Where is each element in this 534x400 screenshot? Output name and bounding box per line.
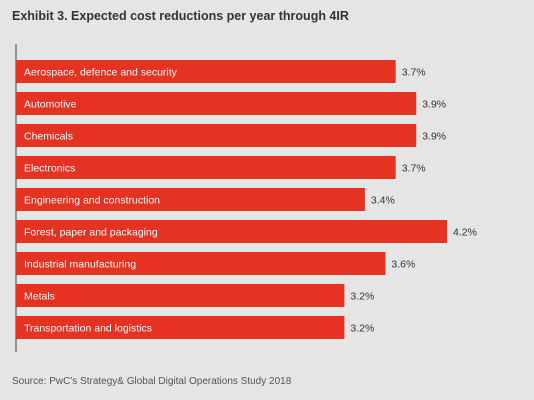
chart-title: Exhibit 3. Expected cost reductions per … — [12, 9, 349, 23]
bar — [16, 316, 345, 339]
value-label: 3.7% — [402, 163, 426, 175]
value-label: 3.9% — [422, 99, 446, 111]
bar — [16, 284, 345, 307]
category-label: Automotive — [24, 99, 77, 111]
bars-group: Aerospace, defence and security 3.7% Autom… — [16, 60, 477, 339]
bar — [16, 252, 386, 275]
value-label: 3.2% — [350, 323, 374, 335]
bar — [16, 188, 365, 211]
bar — [16, 60, 396, 83]
bar — [16, 124, 417, 147]
value-label: 3.9% — [422, 131, 446, 143]
bar — [16, 156, 396, 179]
value-label: 3.4% — [371, 195, 395, 207]
category-label: Metals — [24, 291, 55, 303]
category-label: Industrial manufacturing — [24, 259, 136, 271]
category-label: Forest, paper and packaging — [24, 227, 158, 239]
bar — [16, 92, 417, 115]
category-label: Transportation and logistics — [24, 323, 152, 335]
value-label: 3.2% — [350, 291, 374, 303]
category-label: Aerospace, defence and security — [24, 67, 178, 79]
category-label: Engineering and construction — [24, 195, 160, 207]
source-note: Source: PwC's Strategy& Global Digital O… — [12, 376, 292, 387]
value-label: 3.7% — [402, 67, 426, 79]
category-label: Electronics — [24, 163, 75, 175]
value-label: 3.6% — [391, 259, 415, 271]
category-label: Chemicals — [24, 131, 73, 143]
bar — [16, 220, 447, 243]
value-label: 4.2% — [453, 227, 477, 239]
